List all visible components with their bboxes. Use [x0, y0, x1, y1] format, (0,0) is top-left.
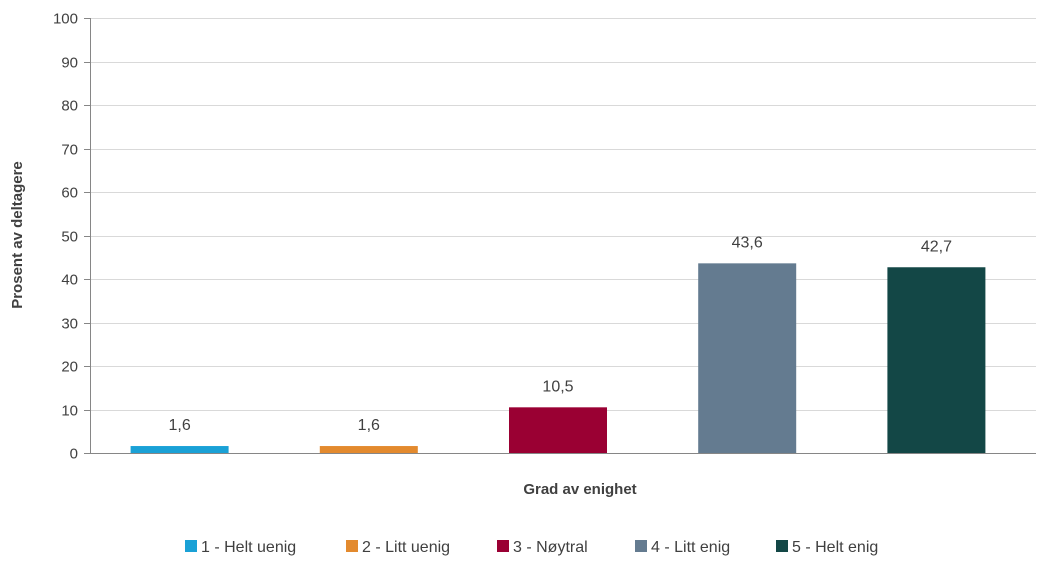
- y-tick-label: 60: [61, 185, 78, 202]
- legend-label-4: 4 - Litt enig: [651, 539, 730, 556]
- legend-swatch-1: [185, 540, 197, 552]
- legend-swatch-3: [497, 540, 509, 552]
- gridlines: [90, 18, 1036, 411]
- legend-label-2: 2 - Litt uenig: [362, 539, 450, 556]
- y-tick-label: 30: [61, 316, 78, 333]
- legend-swatch-5: [776, 540, 788, 552]
- data-label-4: 43,6: [732, 234, 763, 251]
- legend-swatch-2: [346, 540, 358, 552]
- data-labels: 1,6 1,6 10,5 43,6 42,7: [168, 234, 952, 434]
- data-label-5: 42,7: [921, 238, 952, 255]
- y-tick-label: 90: [61, 55, 78, 72]
- y-tick-label: 50: [61, 229, 78, 246]
- bar-1: [130, 446, 229, 453]
- bars: [130, 263, 986, 453]
- legend-label-5: 5 - Helt enig: [792, 539, 878, 556]
- y-tick-label: 80: [61, 98, 78, 115]
- bar-2: [319, 446, 418, 453]
- legend-label-1: 1 - Helt uenig: [201, 539, 296, 556]
- legend-swatch-4: [635, 540, 647, 552]
- y-tick-label: 20: [61, 359, 78, 376]
- y-tick-labels: 0 10 20 30 40 50 60 70 80 90 100: [53, 11, 78, 463]
- axes: [84, 18, 1036, 454]
- bar-5: [887, 267, 986, 453]
- bar-3: [509, 407, 607, 453]
- x-axis-title: Grad av enighet: [523, 481, 636, 498]
- data-label-1: 1,6: [168, 417, 190, 434]
- data-label-3: 10,5: [542, 378, 573, 395]
- y-axis-title: Prosent av deltagere: [9, 161, 26, 309]
- bar-4: [698, 263, 797, 453]
- y-tick-label: 70: [61, 142, 78, 159]
- y-tick-label: 40: [61, 272, 78, 289]
- data-label-2: 1,6: [358, 417, 380, 434]
- legend: 1 - Helt uenig 2 - Litt uenig 3 - Nøytral 4…: [185, 539, 878, 556]
- y-tick-label: 100: [53, 11, 78, 28]
- y-tick-label: 10: [61, 403, 78, 420]
- legend-label-3: 3 - Nøytral: [513, 539, 588, 556]
- y-tick-label: 0: [70, 446, 78, 463]
